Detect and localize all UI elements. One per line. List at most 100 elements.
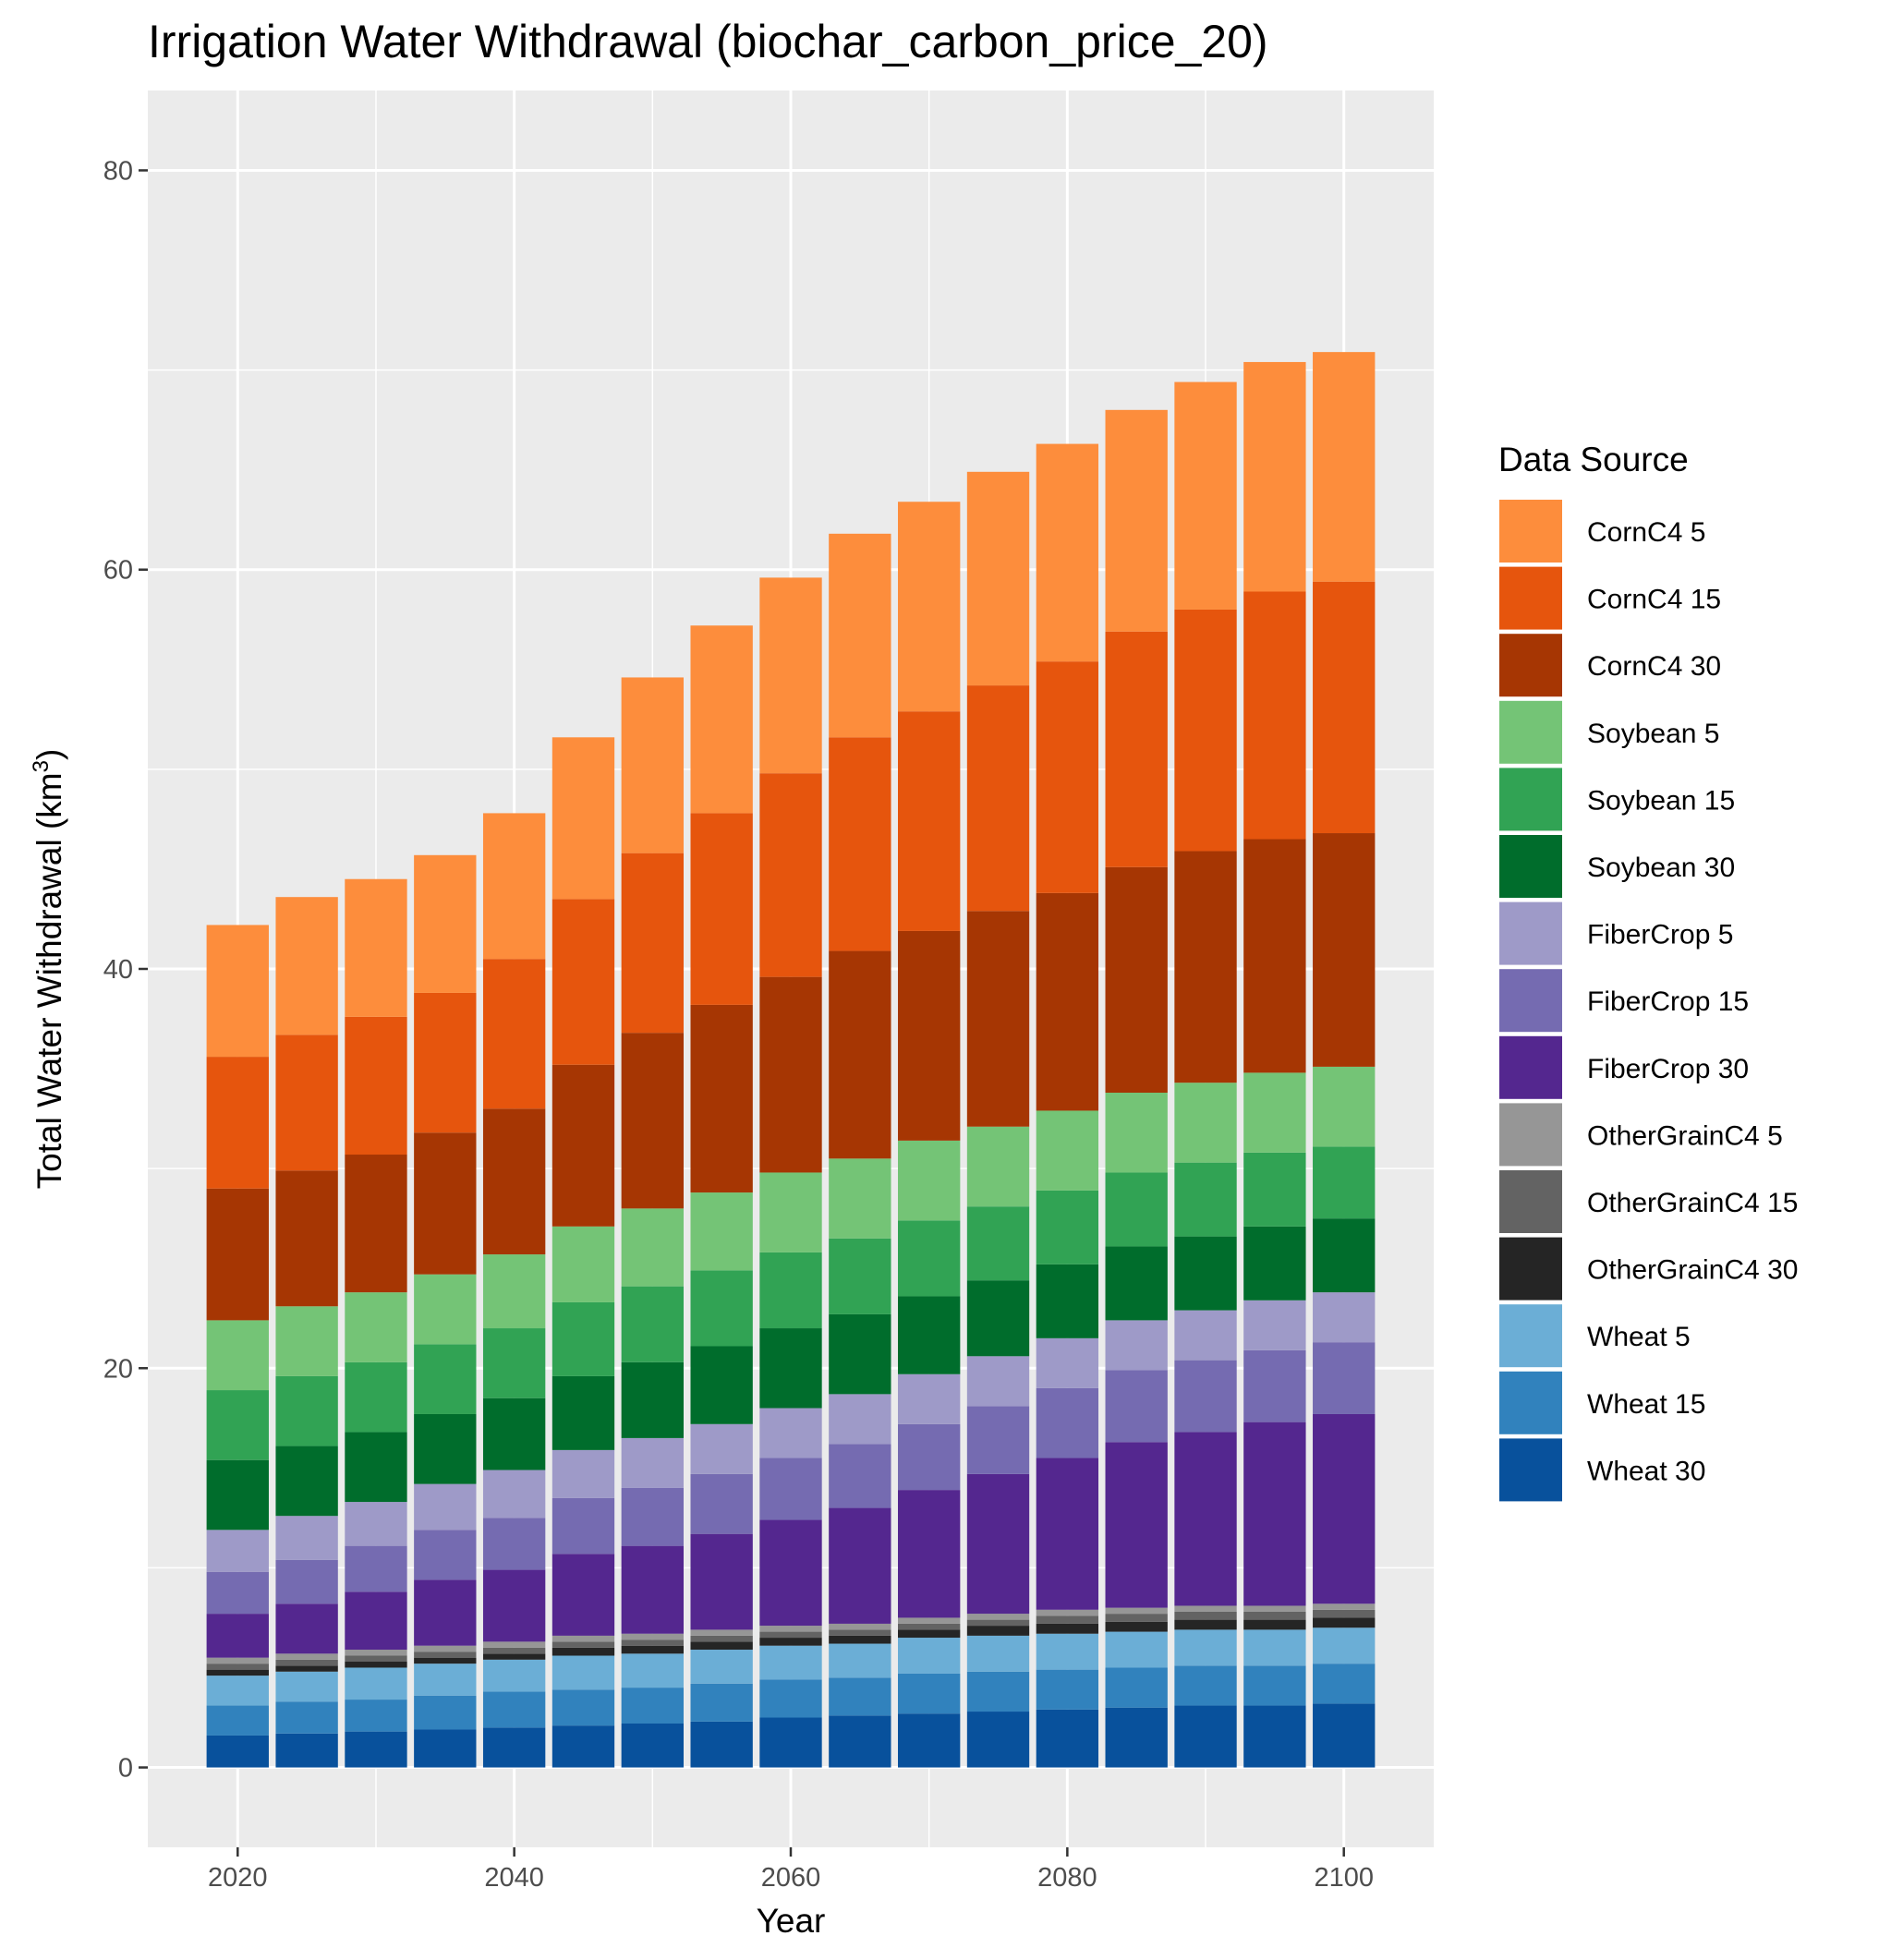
bar-segment-soybean-15-2100 [1313, 1146, 1376, 1219]
legend-title: Data Source [1498, 441, 1689, 478]
bar-segment-wheat-5-2095 [1243, 1629, 1306, 1666]
bar-segment-othergrainc4-30-2065 [829, 1635, 891, 1644]
bar-stack-2100 [1313, 352, 1376, 1768]
bar-segment-othergrainc4-30-2045 [552, 1647, 615, 1656]
bar-segment-wheat-15-2075 [966, 1671, 1030, 1712]
bar-segment-soybean-5-2090 [1174, 1083, 1237, 1163]
bar-segment-fibercrop-5-2040 [482, 1470, 546, 1518]
bar-segment-soybean-5-2040 [482, 1254, 546, 1329]
bar-segment-soybean-5-2030 [345, 1292, 407, 1362]
bar-segment-soybean-15-2050 [621, 1286, 684, 1362]
bar-segment-fibercrop-15-2075 [966, 1406, 1030, 1474]
bar-segment-wheat-30-2040 [482, 1727, 546, 1768]
bar-segment-soybean-5-2020 [206, 1320, 269, 1391]
legend: CornC4 5 CornC4 15 CornC4 30 Soybean 5 Soybe… [1497, 498, 1798, 1504]
bar-segment-fibercrop-5-2060 [759, 1408, 822, 1458]
bar-segment-soybean-5-2070 [898, 1140, 961, 1221]
bar-segment-cornc4-5-2045 [552, 737, 615, 900]
bar-segment-othergrainc4-5-2065 [829, 1623, 891, 1630]
bar-segment-wheat-5-2060 [759, 1645, 822, 1680]
bar-segment-wheat-15-2060 [759, 1679, 822, 1718]
bar-segment-fibercrop-30-2045 [552, 1554, 615, 1636]
bar-segment-wheat-5-2080 [1036, 1633, 1099, 1670]
bar-segment-fibercrop-15-2085 [1105, 1370, 1168, 1443]
bar-segment-fibercrop-5-2075 [966, 1356, 1030, 1407]
bar-segment-fibercrop-30-2085 [1105, 1442, 1168, 1608]
bar-segment-cornc4-15-2050 [621, 853, 684, 1034]
bar-stack-2070 [898, 502, 961, 1768]
legend-key [1497, 1369, 1564, 1436]
bar-segment-soybean-5-2065 [829, 1158, 891, 1239]
bar-segment-wheat-15-2055 [690, 1683, 753, 1722]
bar-segment-othergrainc4-15-2030 [345, 1655, 407, 1662]
bar-segment-cornc4-30-2090 [1174, 851, 1237, 1083]
bar-segment-othergrainc4-15-2025 [275, 1659, 338, 1666]
bar-segment-cornc4-15-2080 [1036, 661, 1099, 893]
bar-segment-othergrainc4-15-2090 [1174, 1611, 1237, 1620]
bar-segment-cornc4-15-2045 [552, 899, 615, 1065]
bar-segment-othergrainc4-15-2050 [621, 1639, 684, 1646]
bar-segment-soybean-5-2050 [621, 1208, 684, 1287]
bar-segment-wheat-5-2040 [482, 1659, 546, 1692]
bar-segment-fibercrop-30-2100 [1313, 1413, 1376, 1604]
legend-label: OtherGrainC4 5 [1587, 1120, 1783, 1151]
bar-segment-fibercrop-5-2045 [552, 1449, 615, 1498]
y-tick-label: 80 [103, 156, 133, 186]
bar-segment-fibercrop-5-2055 [690, 1423, 753, 1474]
bar-segment-othergrainc4-15-2060 [759, 1631, 822, 1639]
bar-segment-fibercrop-30-2080 [1036, 1458, 1099, 1610]
bar-segment-othergrainc4-5-2095 [1243, 1605, 1306, 1612]
bar-segment-soybean-30-2100 [1313, 1218, 1376, 1293]
bar-segment-wheat-30-2065 [829, 1715, 891, 1768]
legend-item: FiberCrop 15 [1497, 967, 1749, 1034]
bar-segment-wheat-5-2075 [966, 1635, 1030, 1672]
bar-segment-othergrainc4-5-2035 [414, 1645, 477, 1652]
legend-label: Soybean 30 [1587, 853, 1735, 883]
bar-segment-fibercrop-30-2090 [1174, 1432, 1237, 1606]
bar-segment-soybean-15-2045 [552, 1301, 615, 1376]
bar-segment-soybean-15-2090 [1174, 1162, 1237, 1237]
bar-segment-cornc4-30-2055 [690, 1004, 753, 1193]
bar-segment-wheat-30-2080 [1036, 1709, 1099, 1768]
bar-segment-wheat-30-2090 [1174, 1705, 1237, 1768]
bar-segment-soybean-15-2070 [898, 1220, 961, 1297]
bar-segment-fibercrop-30-2040 [482, 1569, 546, 1642]
bar-segment-soybean-30-2020 [206, 1459, 269, 1530]
bar-segment-soybean-5-2025 [275, 1306, 338, 1376]
bar-segment-othergrainc4-30-2055 [690, 1641, 753, 1651]
bar-segment-fibercrop-30-2055 [690, 1533, 753, 1630]
bar-segment-wheat-15-2045 [552, 1689, 615, 1726]
bar-segment-cornc4-30-2075 [966, 911, 1030, 1127]
bar-segment-wheat-15-2050 [621, 1688, 684, 1724]
bar-segment-fibercrop-15-2095 [1243, 1349, 1306, 1422]
bar-segment-othergrainc4-5-2055 [690, 1629, 753, 1636]
bar-segment-cornc4-5-2025 [275, 897, 338, 1035]
bar-segment-othergrainc4-5-2050 [621, 1633, 684, 1640]
bar-segment-othergrainc4-30-2060 [759, 1638, 822, 1646]
legend-label: Soybean 15 [1587, 785, 1735, 816]
bar-segment-cornc4-5-2065 [829, 533, 891, 738]
legend-item: Soybean 5 [1497, 698, 1719, 766]
legend-item: FiberCrop 5 [1497, 900, 1733, 967]
bar-segment-wheat-15-2100 [1313, 1664, 1376, 1704]
bar-stack-2055 [690, 625, 753, 1768]
bar-segment-othergrainc4-5-2075 [966, 1614, 1030, 1620]
bar-segment-wheat-30-2055 [690, 1721, 753, 1768]
x-axis: 2020 2040 2060 2080 2100 [208, 1847, 1374, 1893]
bar-segment-soybean-30-2035 [414, 1413, 477, 1484]
bar-segment-wheat-30-2030 [345, 1731, 407, 1768]
bar-stack-2050 [621, 677, 684, 1768]
bar-segment-othergrainc4-30-2095 [1243, 1619, 1306, 1630]
bar-segment-soybean-5-2085 [1105, 1093, 1168, 1173]
bar-segment-othergrainc4-5-2020 [206, 1657, 269, 1664]
legend-key [1497, 900, 1564, 967]
bar-segment-cornc4-30-2025 [275, 1170, 338, 1307]
bar-segment-soybean-30-2080 [1036, 1264, 1099, 1338]
bar-segment-othergrainc4-15-2095 [1243, 1611, 1306, 1620]
bar-segment-soybean-30-2050 [621, 1361, 684, 1438]
bar-segment-wheat-5-2025 [275, 1671, 338, 1702]
bar-segment-cornc4-30-2020 [206, 1188, 269, 1321]
bar-segment-cornc4-15-2035 [414, 992, 477, 1133]
bar-segment-fibercrop-30-2065 [829, 1507, 891, 1624]
legend-key [1497, 1436, 1564, 1504]
